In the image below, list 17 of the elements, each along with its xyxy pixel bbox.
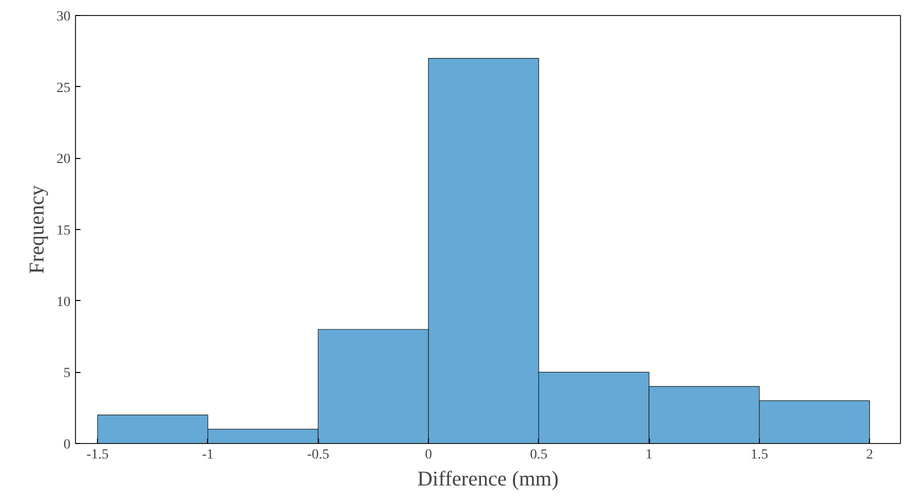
x-tick-label: 1.5 bbox=[750, 448, 768, 462]
x-axis-title: Difference (mm) bbox=[417, 466, 559, 490]
x-tick-label: -1 bbox=[202, 448, 214, 462]
y-tick-label: 30 bbox=[56, 10, 70, 24]
y-tick-label: 10 bbox=[56, 294, 70, 310]
x-tick-label: 0.5 bbox=[530, 448, 548, 462]
y-tick-label: 0 bbox=[64, 438, 70, 452]
x-tick-label: -0.5 bbox=[307, 448, 330, 462]
y-tick-label: 15 bbox=[56, 224, 70, 238]
y-tick-label: 25 bbox=[56, 80, 70, 96]
y-tick-label: 5 bbox=[64, 366, 70, 382]
x-tick-label: 2 bbox=[866, 448, 874, 462]
y-axis-title: Frequency bbox=[24, 184, 48, 274]
y-tick-label: 20 bbox=[56, 152, 70, 168]
x-tick-label: 1 bbox=[646, 448, 653, 462]
x-tick-label: 0 bbox=[424, 448, 432, 462]
x-tick-label: -1.5 bbox=[86, 448, 109, 462]
